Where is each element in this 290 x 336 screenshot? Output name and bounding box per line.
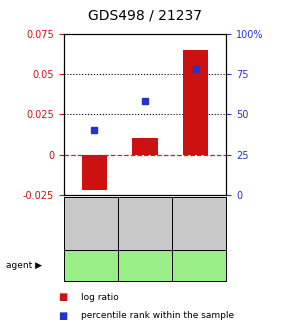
Text: percentile rank within the sample: percentile rank within the sample bbox=[81, 311, 234, 320]
Bar bbox=[183, 50, 209, 155]
Text: GDS498 / 21237: GDS498 / 21237 bbox=[88, 8, 202, 23]
Text: TNFa: TNFa bbox=[133, 260, 157, 270]
Text: IL4: IL4 bbox=[192, 260, 206, 270]
Text: ■: ■ bbox=[58, 311, 67, 321]
Text: log ratio: log ratio bbox=[81, 293, 119, 302]
Text: GSM8749: GSM8749 bbox=[86, 203, 95, 244]
Bar bbox=[132, 138, 158, 155]
Text: agent ▶: agent ▶ bbox=[6, 261, 42, 270]
Bar bbox=[81, 155, 107, 190]
Text: GSM8759: GSM8759 bbox=[195, 203, 204, 244]
Text: IFNg: IFNg bbox=[80, 260, 102, 270]
Text: ■: ■ bbox=[58, 292, 67, 302]
Text: GSM8754: GSM8754 bbox=[140, 203, 150, 244]
